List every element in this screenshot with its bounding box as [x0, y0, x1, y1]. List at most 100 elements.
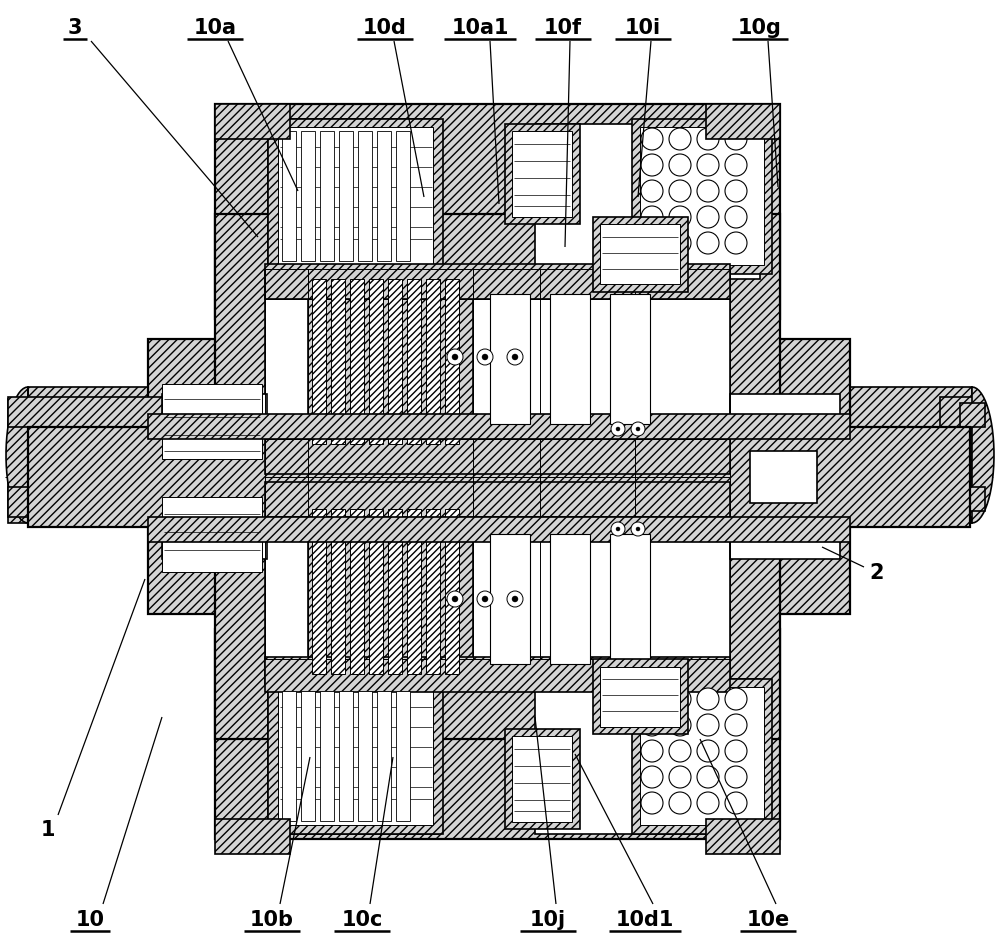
Text: 10d: 10d	[363, 18, 407, 38]
Text: 10i: 10i	[625, 18, 661, 38]
Circle shape	[697, 715, 719, 736]
Circle shape	[669, 688, 691, 710]
Bar	[750, 451, 817, 503]
Circle shape	[482, 597, 488, 602]
Bar	[377, 691, 391, 821]
Circle shape	[725, 181, 747, 203]
Polygon shape	[8, 399, 30, 523]
Bar	[350, 510, 364, 674]
Bar	[550, 295, 590, 425]
Bar	[282, 132, 296, 261]
Circle shape	[636, 428, 640, 431]
Text: 10a: 10a	[194, 18, 237, 38]
Bar	[148, 340, 358, 615]
Bar	[706, 819, 780, 854]
Bar	[640, 687, 764, 825]
Bar	[28, 388, 183, 523]
Bar	[162, 384, 262, 460]
Text: 3: 3	[68, 18, 82, 38]
Bar	[369, 279, 383, 445]
Text: 10f: 10f	[544, 18, 582, 38]
Text: 1: 1	[41, 819, 55, 839]
Bar	[960, 404, 985, 428]
Circle shape	[447, 591, 463, 607]
Circle shape	[725, 155, 747, 177]
Circle shape	[452, 597, 458, 602]
Bar	[490, 295, 530, 425]
Text: 10j: 10j	[530, 909, 566, 929]
Circle shape	[697, 233, 719, 255]
Bar	[445, 510, 459, 674]
Circle shape	[631, 423, 645, 436]
Bar	[28, 428, 970, 528]
Bar	[30, 405, 40, 514]
Circle shape	[447, 349, 463, 365]
Bar	[278, 127, 433, 265]
Bar	[30, 428, 183, 487]
Bar	[396, 132, 410, 261]
Polygon shape	[6, 388, 28, 523]
Bar	[331, 510, 345, 674]
Circle shape	[512, 355, 518, 361]
Circle shape	[507, 591, 523, 607]
Bar	[312, 510, 326, 674]
Circle shape	[641, 688, 663, 710]
Bar	[505, 729, 580, 829]
Bar	[535, 125, 760, 279]
Bar	[312, 279, 326, 445]
Text: 10: 10	[76, 909, 105, 929]
Circle shape	[725, 688, 747, 710]
Bar	[265, 270, 730, 684]
Circle shape	[507, 349, 523, 365]
Bar	[610, 295, 650, 425]
Bar	[339, 132, 353, 261]
Bar	[265, 264, 730, 299]
Bar	[301, 132, 315, 261]
Circle shape	[669, 767, 691, 788]
Circle shape	[669, 740, 691, 762]
Bar	[388, 510, 402, 674]
Text: 10a1: 10a1	[451, 18, 509, 38]
Bar	[388, 279, 402, 445]
Bar	[308, 275, 473, 449]
Bar	[268, 120, 443, 275]
Bar	[215, 215, 780, 739]
Circle shape	[616, 428, 620, 431]
Circle shape	[669, 207, 691, 228]
Circle shape	[636, 528, 640, 531]
Circle shape	[725, 740, 747, 762]
Circle shape	[725, 792, 747, 814]
Circle shape	[669, 129, 691, 151]
Circle shape	[611, 423, 625, 436]
Circle shape	[641, 129, 663, 151]
Text: 10d1: 10d1	[616, 909, 674, 929]
Bar	[331, 279, 345, 445]
Circle shape	[641, 181, 663, 203]
Circle shape	[477, 591, 493, 607]
Bar	[8, 487, 183, 517]
Bar	[215, 105, 290, 140]
Text: 2: 2	[870, 563, 884, 582]
Circle shape	[697, 792, 719, 814]
Circle shape	[631, 522, 645, 536]
Bar	[268, 120, 438, 275]
Circle shape	[669, 181, 691, 203]
Bar	[308, 504, 473, 680]
Bar	[730, 395, 840, 560]
Bar	[265, 482, 730, 517]
Bar	[358, 132, 372, 261]
Bar	[940, 397, 980, 428]
Circle shape	[616, 528, 620, 531]
Bar	[162, 395, 267, 560]
Circle shape	[641, 715, 663, 736]
Bar	[339, 691, 353, 821]
Circle shape	[697, 688, 719, 710]
Circle shape	[725, 207, 747, 228]
Bar	[505, 125, 580, 225]
Circle shape	[641, 792, 663, 814]
Circle shape	[669, 715, 691, 736]
Bar	[593, 218, 688, 293]
Bar	[350, 279, 364, 445]
Bar	[162, 497, 262, 572]
Bar	[320, 691, 334, 821]
